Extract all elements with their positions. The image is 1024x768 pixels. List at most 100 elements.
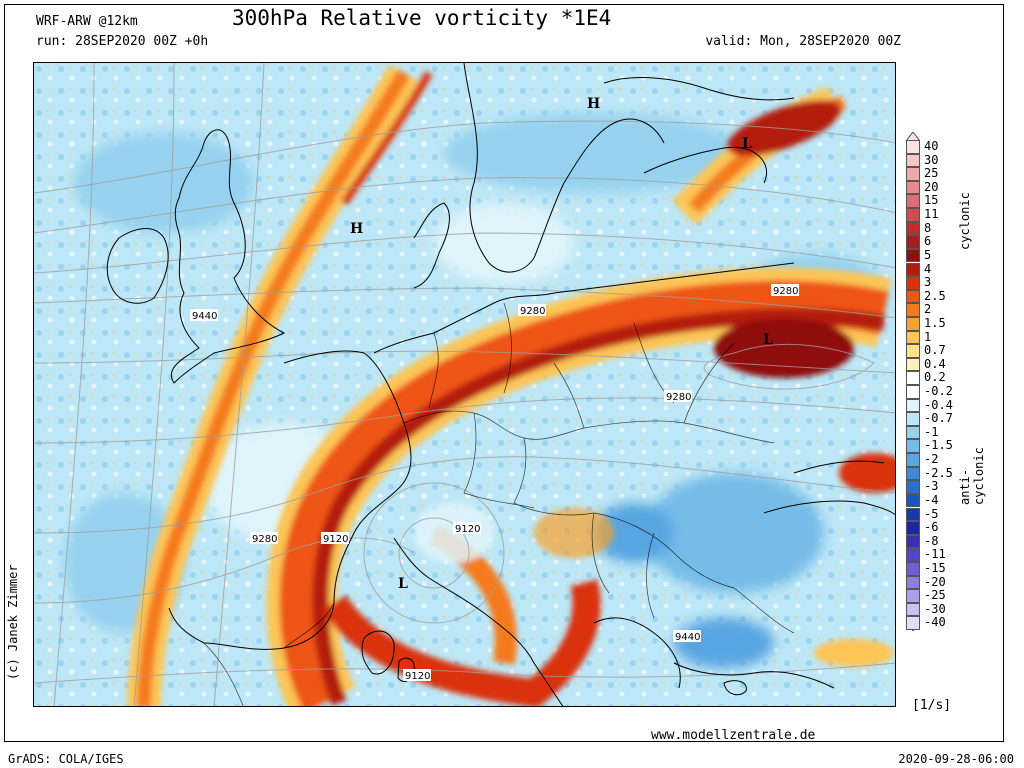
colorbar-label-cyclonic: cyclonic [958, 192, 972, 250]
colorbar-swatch [906, 575, 920, 590]
colorbar: 40 30 25 20 15 11 8 6 5 4 3 2.5 2 1.5 1 0.7 0.4 0.2 -0.2 -0… [906, 132, 966, 631]
contour-label: 9440 [192, 311, 217, 322]
colorbar-tick-label: 40 [924, 139, 939, 153]
colorbar-swatch [906, 425, 920, 440]
colorbar-swatch [906, 548, 920, 562]
colorbar-tick-label: 1.5 [924, 315, 946, 330]
colorbar-swatch [906, 262, 920, 277]
contour-label: 9440 [675, 632, 700, 643]
colorbar-swatch [906, 616, 920, 630]
contour-label: 9280 [666, 392, 691, 403]
northeast-low-feature [671, 86, 895, 667]
colorbar-tick-label: -6 [924, 520, 939, 535]
contour-label: 9280 [773, 286, 798, 297]
colorbar-tick-label: -11 [924, 547, 946, 562]
colorbar-top-arrow [906, 132, 920, 141]
colorbar-tick-label: 4 [924, 261, 932, 276]
colorbar-swatch [906, 412, 920, 426]
colorbar-tick-label: -30 [924, 601, 946, 616]
cutoff-low-ring [266, 267, 892, 706]
grads-credit: GrADS: COLA/IGES [8, 752, 124, 766]
colorbar-tick-label: 0.4 [924, 356, 946, 371]
low-pressure-label: L [742, 136, 752, 152]
colorbar-swatch [906, 480, 920, 494]
colorbar-tick-label: 3 [924, 275, 932, 290]
colorbar-tick-label: -15 [924, 560, 946, 575]
colorbar-swatch [906, 208, 920, 222]
colorbar-tick-label: -0.2 [924, 384, 953, 398]
colorbar-swatch [906, 344, 920, 358]
colorbar-tick-label: 1 [924, 329, 932, 344]
colorbar-swatch [906, 303, 920, 317]
contour-label: 9120 [455, 524, 480, 535]
timestamp-label: 2020-09-28-06:00 [898, 752, 1014, 766]
colorbar-tick-label: -25 [924, 588, 946, 603]
vorticity-map: H H L L L 9440 9280 9280 9280 9280 9120 … [33, 62, 896, 707]
colorbar-tick-label: -8 [924, 533, 939, 548]
colorbar-swatch [906, 398, 920, 413]
colorbar-tick-label: 6 [924, 234, 932, 249]
run-label: run: 28SEP2020 00Z +0h [36, 34, 209, 49]
colorbar-swatch [906, 167, 920, 181]
colorbar-tick-label: 25 [924, 166, 939, 181]
colorbar-tick-label: 0.7 [924, 343, 946, 358]
colorbar-swatch [906, 248, 920, 263]
colorbar-swatch [906, 316, 920, 331]
colorbar-swatch [906, 357, 920, 372]
colorbar-swatch [906, 493, 920, 508]
contour-label: 9280 [520, 306, 545, 317]
low-pressure-label: L [398, 576, 408, 592]
figure-frame [4, 4, 1004, 742]
contour-label: 9280 [252, 534, 277, 545]
country-borders [203, 302, 795, 706]
colorbar-tick-label: 11 [924, 207, 939, 222]
colorbar-swatch [906, 507, 920, 522]
coastlines [106, 63, 895, 706]
contour-label: 9120 [323, 534, 348, 545]
high-pressure-label: H [350, 221, 363, 237]
colorbar-swatch [906, 602, 920, 617]
colorbar-tick-label: -0.4 [924, 397, 953, 412]
colorbar-tick-label: -0.7 [924, 411, 953, 426]
colorbar-tick-label: 30 [924, 152, 939, 167]
colorbar-tick-label: -1.5 [924, 438, 953, 453]
high-pressure-label: H [587, 96, 600, 112]
colorbar-tick-label: 2 [924, 302, 932, 317]
colorbar-tick-label: -3 [924, 479, 939, 494]
valid-time-label: valid: Mon, 28SEP2020 00Z [705, 34, 901, 49]
colorbar-label-anticyclonic: anti-cyclonic [958, 447, 986, 505]
colorbar-swatch [906, 534, 920, 549]
colorbar-swatch [906, 371, 920, 385]
colorbar-tick-label: 8 [924, 220, 932, 235]
colorbar-tick-label: -5 [924, 506, 939, 521]
colorbar-tick-label: -1 [924, 424, 939, 439]
colorbar-swatch [906, 180, 920, 195]
colorbar-swatch [906, 439, 920, 454]
colorbar-tick-label: -40 [924, 615, 946, 630]
colorbar-swatch [906, 153, 920, 168]
model-label: WRF-ARW @12km [36, 14, 138, 29]
website-label: www.modellzentrale.de [651, 728, 816, 743]
atlantic-jet-band [127, 64, 433, 706]
colorbar-tick-label: -4 [924, 492, 939, 507]
colorbar-tick-label: 5 [924, 247, 932, 262]
colorbar-swatch [906, 276, 920, 290]
colorbar-swatch [906, 140, 920, 154]
contour-label: 9120 [405, 671, 430, 682]
colorbar-swatch [906, 194, 920, 209]
colorbar-tick-label: -20 [924, 574, 946, 589]
colorbar-tick-label: -2.5 [924, 465, 953, 480]
low-pressure-label: L [763, 332, 773, 348]
colorbar-swatch [906, 235, 920, 249]
credit-text: (c) Janek Zimmer [6, 564, 20, 680]
colorbar-swatch [906, 221, 920, 236]
colorbar-tick-label: 2.5 [924, 288, 946, 303]
map-title: 300hPa Relative vorticity *1E4 [232, 6, 612, 30]
contour-labels: 9440 9280 9280 9280 9280 9120 9120 9120 … [190, 284, 799, 682]
geopotential-contours [34, 63, 895, 706]
colorbar-swatch [906, 589, 920, 603]
colorbar-swatch [906, 561, 920, 576]
colorbar-swatch [906, 289, 920, 304]
colorbar-tick-label: 20 [924, 179, 939, 194]
unit-label: [1/s] [912, 698, 952, 713]
